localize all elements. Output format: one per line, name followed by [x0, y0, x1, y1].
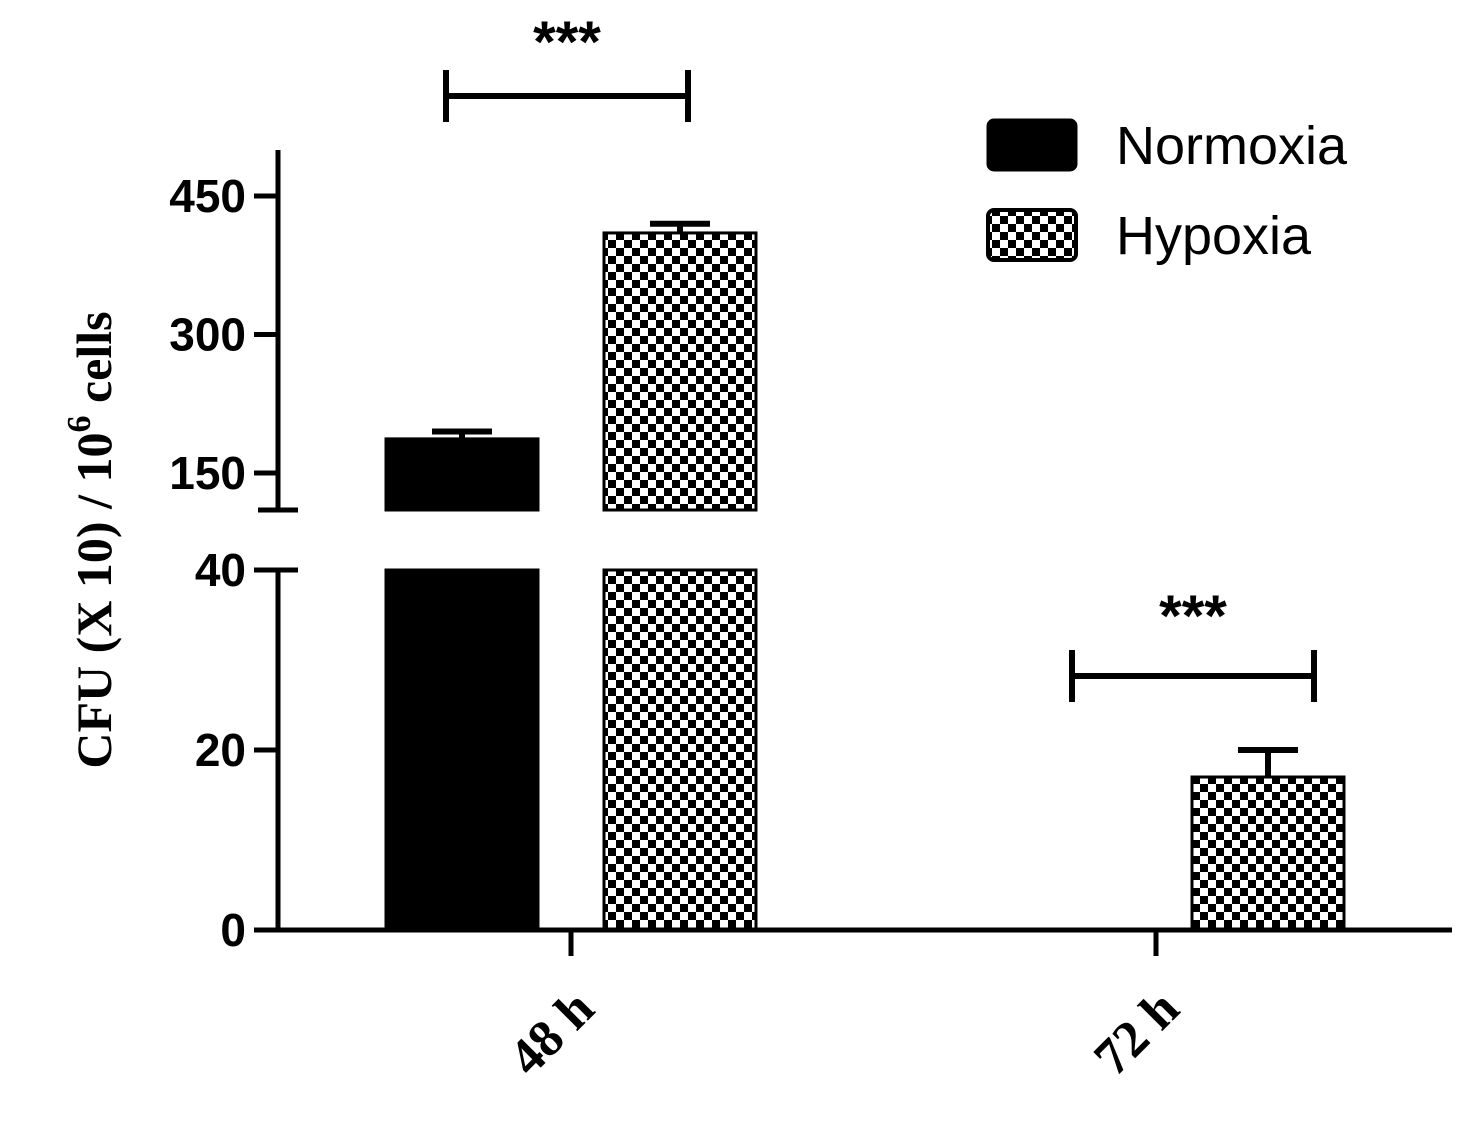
y-tick-label-20: 20 [195, 724, 246, 776]
bar-hypoxia-48h-lower [602, 568, 758, 932]
significance-label-48h: *** [533, 10, 601, 75]
y-tick-label-450: 450 [169, 170, 246, 222]
legend-swatch-normoxia [986, 118, 1078, 172]
bar-normoxia-48h-upper [384, 437, 540, 512]
significance-label-72h: *** [1159, 584, 1227, 649]
legend-entry-normoxia: Normoxia [986, 116, 1348, 176]
y-tick-label-40: 40 [195, 544, 246, 596]
y-axis-label: CFU (X 10) / 106 cells [61, 311, 123, 768]
y-axis-label-superscript: 6 [61, 416, 98, 433]
legend-entry-hypoxia: Hypoxia [986, 206, 1312, 266]
y-axis-label-suffix: cells [66, 311, 122, 415]
significance-layer: *** *** [443, 10, 1317, 702]
y-tick-label-0: 0 [220, 904, 246, 956]
y-axis-label-main: CFU (X 10) / 10 [66, 433, 122, 769]
y-tick-label-150: 150 [169, 447, 246, 499]
category-labels-layer: 48 h 72 h [498, 980, 1190, 1087]
y-tick-label-300: 300 [169, 309, 246, 361]
bar-hypoxia-72h [1190, 775, 1346, 932]
bar-hypoxia-48h-upper [602, 231, 758, 512]
legend-swatch-hypoxia [986, 208, 1078, 262]
legend: Normoxia Hypoxia [986, 116, 1348, 266]
ticks-layer: 0 20 40 150 300 450 [169, 170, 1159, 956]
error-bars-layer [432, 220, 1298, 777]
x-category-label-48h: 48 h [498, 980, 605, 1087]
x-category-label-72h: 72 h [1083, 980, 1190, 1087]
bar-normoxia-48h-lower [384, 568, 540, 932]
legend-label-normoxia: Normoxia [1116, 116, 1348, 176]
legend-label-hypoxia: Hypoxia [1116, 206, 1312, 266]
bars-layer [384, 231, 1346, 932]
